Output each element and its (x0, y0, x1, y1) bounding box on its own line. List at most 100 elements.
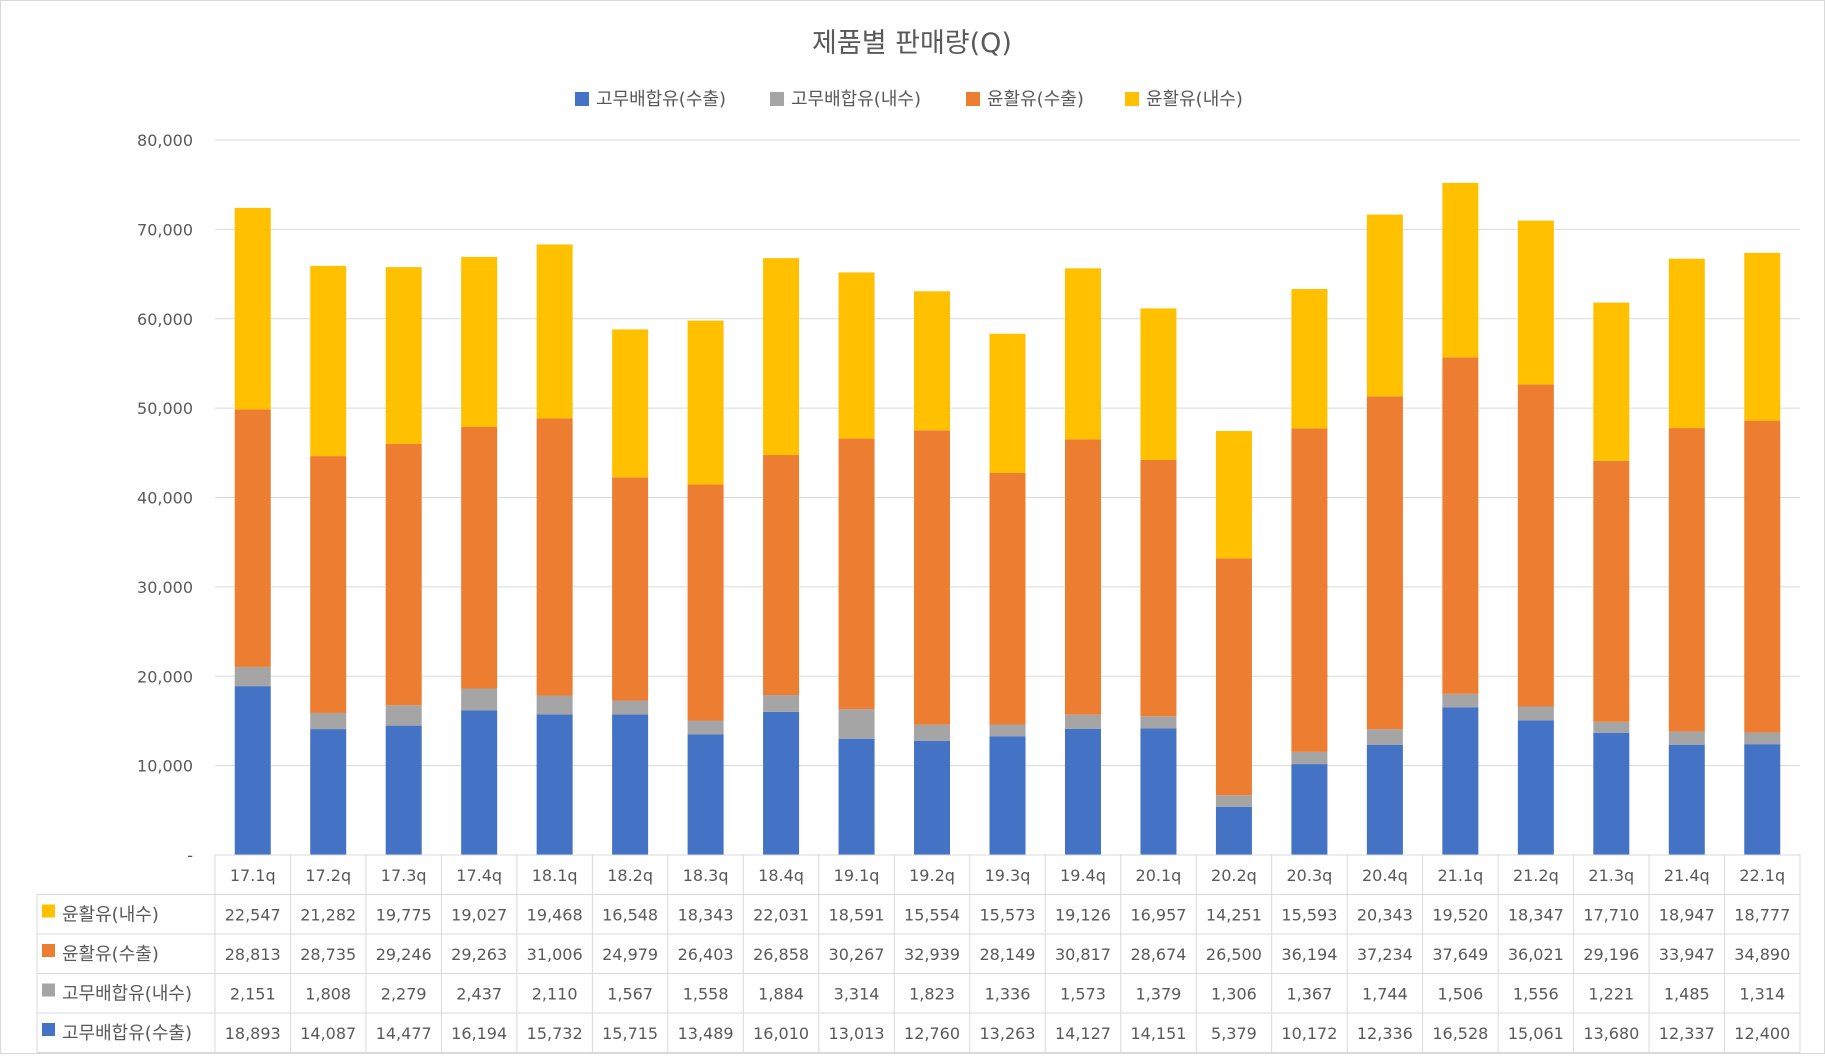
chart-title: 제품별 판매량(Q) (812, 28, 1012, 59)
table-row-label-3: 고무배합유(내수) (62, 984, 192, 1005)
bar-20.1q-series-1 (1140, 728, 1177, 855)
data-label-18.3q-row-1: 18,343 (678, 906, 734, 925)
data-label-21.2q-row-3: 1,556 (1513, 985, 1559, 1004)
bar-19.2q-series-4 (914, 291, 951, 431)
bar-18.4q-series-3 (763, 455, 800, 696)
data-label-17.3q-row-2: 29,246 (376, 945, 432, 964)
x-tick-label-18.1q: 18.1q (532, 866, 578, 885)
data-label-19.1q-row-4: 13,013 (829, 1024, 885, 1043)
table-row-swatch-1 (42, 904, 55, 918)
data-label-19.2q-row-3: 1,823 (909, 985, 955, 1004)
data-label-18.1q-row-1: 19,468 (527, 906, 583, 925)
bar-18.3q-series-4 (687, 320, 724, 485)
bar-20.4q-series-2 (1366, 729, 1403, 745)
data-label-19.4q-row-1: 19,126 (1055, 906, 1111, 925)
bar-19.1q-series-2 (838, 709, 875, 739)
x-tick-label-20.2q: 20.2q (1211, 866, 1257, 885)
legend-label-2: 고무배합유(내수) (791, 89, 921, 110)
data-label-19.4q-row-2: 30,817 (1055, 945, 1111, 964)
bar-20.1q-series-4 (1140, 308, 1177, 460)
bar-19.3q-series-2 (989, 724, 1026, 737)
data-label-17.4q-row-2: 29,263 (451, 945, 507, 964)
bar-21.3q-series-3 (1593, 460, 1630, 722)
bar-22.1q-series-3 (1744, 420, 1781, 733)
data-label-19.1q-row-3: 3,314 (834, 985, 880, 1004)
bar-17.4q-series-2 (461, 688, 498, 711)
bar-21.4q-series-4 (1668, 258, 1705, 429)
legend-swatch-2 (770, 92, 784, 106)
bar-20.4q-series-4 (1366, 214, 1403, 397)
data-label-17.1q-row-2: 28,813 (225, 945, 281, 964)
y-tick-label-5: 50,000 (137, 399, 193, 418)
data-label-22.1q-row-1: 18,777 (1734, 906, 1790, 925)
bar-20.4q-series-3 (1366, 396, 1403, 730)
data-label-20.2q-row-1: 14,251 (1206, 906, 1262, 925)
y-tick-label-2: 20,000 (137, 667, 193, 686)
data-label-21.2q-row-4: 15,061 (1508, 1024, 1564, 1043)
data-label-19.4q-row-3: 1,573 (1060, 985, 1106, 1004)
table-row-swatch-3 (42, 983, 55, 997)
table-row-label-1: 윤활유(내수) (62, 905, 159, 926)
data-label-18.4q-row-1: 22,031 (753, 906, 809, 925)
bar-17.2q-series-2 (310, 712, 347, 730)
data-label-19.3q-row-1: 15,573 (980, 906, 1036, 925)
bar-19.1q-series-1 (838, 738, 875, 855)
data-label-22.1q-row-4: 12,400 (1734, 1024, 1790, 1043)
data-label-21.4q-row-1: 18,947 (1659, 906, 1715, 925)
bar-19.3q-series-4 (989, 333, 1026, 473)
bar-21.2q-series-4 (1517, 220, 1554, 385)
data-label-18.4q-row-4: 16,010 (753, 1024, 809, 1043)
data-label-17.1q-row-1: 22,547 (225, 906, 281, 925)
y-tick-label-8: 80,000 (137, 131, 193, 150)
bar-18.4q-series-2 (763, 695, 800, 712)
bar-18.2q-series-3 (612, 477, 649, 701)
data-label-20.3q-row-2: 36,194 (1281, 945, 1337, 964)
x-tick-label-19.4q: 19.4q (1060, 866, 1106, 885)
data-label-18.1q-row-2: 31,006 (527, 945, 583, 964)
x-tick-label-21.3q: 21.3q (1588, 866, 1634, 885)
y-tick-label-7: 70,000 (137, 220, 193, 239)
bar-21.1q-series-4 (1442, 182, 1479, 358)
bar-21.2q-series-3 (1517, 384, 1554, 707)
y-tick-label-4: 40,000 (137, 489, 193, 508)
data-label-18.2q-row-1: 16,548 (602, 906, 658, 925)
bar-17.1q-series-2 (234, 666, 271, 687)
bar-17.2q-series-4 (310, 265, 347, 457)
bar-19.1q-series-4 (838, 272, 875, 439)
bar-18.2q-series-1 (612, 714, 649, 855)
bar-22.1q-series-4 (1744, 252, 1781, 421)
bar-20.3q-series-2 (1291, 751, 1328, 765)
bar-21.3q-series-1 (1593, 732, 1630, 855)
data-label-19.3q-row-4: 13,263 (980, 1024, 1036, 1043)
y-tick-label-6: 60,000 (137, 310, 193, 329)
data-label-20.2q-row-4: 5,379 (1211, 1024, 1257, 1043)
bar-17.2q-series-1 (310, 729, 347, 855)
data-label-18.3q-row-3: 1,558 (683, 985, 729, 1004)
data-label-18.2q-row-4: 15,715 (602, 1024, 658, 1043)
data-label-21.1q-row-3: 1,506 (1437, 985, 1483, 1004)
data-label-17.1q-row-4: 18,893 (225, 1024, 281, 1043)
bar-17.4q-series-3 (461, 426, 498, 689)
bar-18.1q-series-1 (536, 714, 573, 855)
bar-20.2q-series-1 (1215, 806, 1252, 855)
bar-18.3q-series-3 (687, 484, 724, 721)
bar-17.3q-series-4 (385, 267, 422, 444)
bar-19.3q-series-1 (989, 736, 1026, 855)
x-tick-label-21.2q: 21.2q (1513, 866, 1559, 885)
data-label-19.1q-row-2: 30,267 (829, 945, 885, 964)
data-label-22.1q-row-3: 1,314 (1739, 985, 1785, 1004)
bar-18.1q-series-4 (536, 244, 573, 419)
bar-20.4q-series-1 (1366, 744, 1403, 855)
bar-20.3q-series-1 (1291, 764, 1328, 855)
bar-18.3q-series-1 (687, 734, 724, 855)
y-tick-label-1: 10,000 (137, 757, 193, 776)
bar-21.4q-series-1 (1668, 744, 1705, 855)
data-label-18.2q-row-2: 24,979 (602, 945, 658, 964)
x-tick-label-20.1q: 20.1q (1136, 866, 1182, 885)
data-label-21.3q-row-3: 1,221 (1588, 985, 1634, 1004)
x-tick-label-18.4q: 18.4q (758, 866, 804, 885)
x-tick-label-22.1q: 22.1q (1739, 866, 1785, 885)
bar-17.4q-series-4 (461, 256, 498, 427)
bar-19.2q-series-1 (914, 740, 951, 855)
